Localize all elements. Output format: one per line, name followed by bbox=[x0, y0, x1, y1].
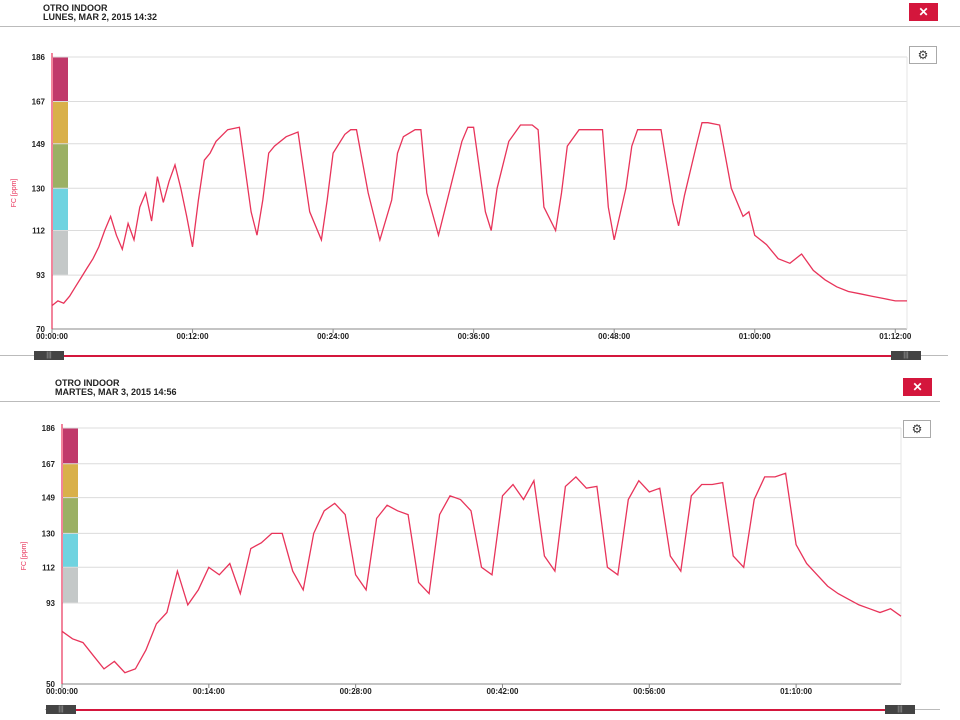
panel-2-title: OTRO INDOOR bbox=[55, 378, 120, 388]
series-line-fc bbox=[51, 122, 907, 307]
panel-1-close-button[interactable]: ✕ bbox=[909, 3, 938, 21]
panel-2-range-handle-left[interactable]: ||| bbox=[46, 705, 76, 714]
x-tick-label: 00:56:00 bbox=[633, 687, 666, 696]
x-tick-label: 00:42:00 bbox=[486, 687, 519, 696]
series-line-fc bbox=[61, 472, 902, 674]
y-tick-label: 50 bbox=[46, 680, 55, 689]
hr-zone-3 bbox=[53, 143, 68, 189]
panel-2-settings-button[interactable]: ⚙ bbox=[903, 420, 931, 438]
panel-2-chart: 50 93 112 130 149 167 186 00:00:00 00:14:00 00:2… bbox=[21, 424, 902, 696]
panel-1-range-handle-left[interactable]: ||| bbox=[34, 351, 64, 360]
x-tick-label: 00:00:00 bbox=[36, 332, 69, 341]
hr-zone-2 bbox=[63, 463, 78, 498]
panel-1-title: OTRO INDOOR bbox=[43, 3, 108, 13]
panel-2-subtitle: MARTES, MAR 3, 2015 14:56 bbox=[55, 387, 177, 397]
panel-1-range-selection bbox=[64, 355, 892, 357]
panel-2-close-button[interactable]: ✕ bbox=[903, 378, 932, 396]
panel-1-subtitle: LUNES, MAR 2, 2015 14:32 bbox=[43, 12, 158, 22]
x-tick-label: 00:00:00 bbox=[46, 687, 79, 696]
hr-zone-5 bbox=[53, 230, 68, 276]
hr-zone-2 bbox=[53, 101, 68, 144]
hr-zone-5 bbox=[63, 567, 78, 604]
x-tick-label: 01:12:00 bbox=[879, 332, 912, 341]
y-tick-label: 167 bbox=[42, 460, 56, 469]
hr-zone-1 bbox=[63, 428, 78, 464]
hr-zone-4 bbox=[63, 533, 78, 568]
chart-panel-1: OTRO INDOOR LUNES, MAR 2, 2015 14:32 ✕ ⚙… bbox=[0, 3, 960, 360]
settings-gear-icon: ⚙ bbox=[911, 422, 923, 436]
x-tick-label: 00:24:00 bbox=[317, 332, 350, 341]
panel-2-range-handle-right[interactable]: ||| bbox=[885, 705, 915, 714]
x-tick-label: 00:48:00 bbox=[598, 332, 631, 341]
panel-1-header-divider bbox=[0, 26, 960, 27]
x-tick-label: 00:28:00 bbox=[340, 687, 373, 696]
x-tick-label: 00:12:00 bbox=[177, 332, 210, 341]
y-axis-label: FC [ppm] bbox=[21, 542, 28, 571]
y-tick-label: 112 bbox=[42, 563, 55, 572]
panel-1-range-handle-right[interactable]: ||| bbox=[891, 351, 921, 360]
y-tick-label: 186 bbox=[32, 53, 46, 62]
x-tick-label: 00:36:00 bbox=[458, 332, 491, 341]
y-tick-label: 167 bbox=[32, 98, 46, 107]
y-tick-label: 186 bbox=[42, 424, 56, 433]
hr-zone-3 bbox=[63, 497, 78, 534]
hr-zone-1 bbox=[53, 57, 68, 102]
close-icon: ✕ bbox=[912, 380, 923, 394]
panel-1-settings-button[interactable]: ⚙ bbox=[909, 46, 937, 64]
y-tick-label: 93 bbox=[46, 599, 55, 608]
y-tick-label: 149 bbox=[32, 140, 46, 149]
chart-panel-2: OTRO INDOOR MARTES, MAR 3, 2015 14:56 ✕ … bbox=[0, 362, 960, 720]
close-icon: ✕ bbox=[918, 5, 929, 19]
y-tick-label: 93 bbox=[36, 271, 45, 280]
panel-2-range-selection bbox=[76, 709, 886, 711]
y-axis-label: FC [ppm] bbox=[11, 179, 18, 208]
hr-zone-4 bbox=[53, 188, 68, 231]
y-tick-label: 112 bbox=[32, 227, 45, 236]
y-tick-label: 70 bbox=[36, 325, 45, 334]
panel-1-chart: 70 93 112 130 149 167 186 00:00:00 00:12:00 00:2… bbox=[11, 53, 912, 341]
y-tick-label: 130 bbox=[32, 184, 46, 193]
x-tick-label: 01:10:00 bbox=[780, 687, 813, 696]
x-tick-label: 01:00:00 bbox=[739, 332, 772, 341]
panel-2-header-divider bbox=[0, 401, 940, 402]
y-tick-label: 149 bbox=[42, 494, 56, 503]
y-tick-label: 130 bbox=[42, 529, 56, 538]
settings-gear-icon: ⚙ bbox=[917, 48, 929, 62]
x-tick-label: 00:14:00 bbox=[193, 687, 226, 696]
